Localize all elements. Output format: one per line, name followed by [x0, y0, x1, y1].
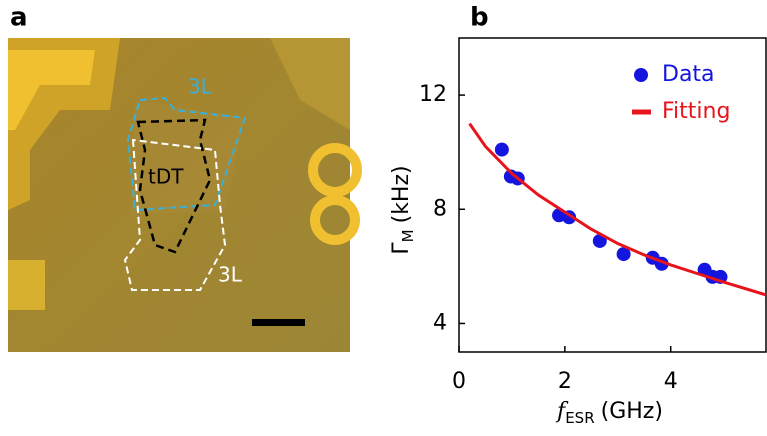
y-label-sub: M — [399, 229, 417, 242]
y-tick-label: 4 — [433, 310, 447, 335]
image-label: 3L — [218, 263, 243, 287]
x-axis-label: fESR (GHz) — [555, 399, 663, 427]
x-tick-label: 4 — [664, 369, 678, 394]
legend-label: Fitting — [662, 99, 730, 124]
fit-line — [468, 122, 767, 297]
x-tick-label: 2 — [558, 369, 572, 394]
axes-frame — [458, 37, 767, 353]
micrograph: 3L tDT 3L — [8, 38, 362, 352]
panel-label: a — [10, 3, 28, 33]
y-label-symbol: Γ — [389, 242, 414, 255]
x-tick-label: 0 — [452, 369, 466, 394]
y-axis-label: ΓM (kHz) — [389, 165, 417, 254]
panel-label: b — [470, 3, 489, 33]
y-label-unit: (kHz) — [389, 165, 414, 223]
data-point — [616, 247, 631, 262]
y-tick-label: 8 — [433, 196, 447, 221]
x-label-sub: ESR — [565, 409, 594, 427]
image-label: 3L — [188, 75, 213, 99]
x-label-unit: (GHz) — [601, 399, 663, 424]
data-point — [592, 233, 607, 248]
legend-label: Data — [662, 62, 715, 87]
y-tick-label: 12 — [419, 82, 447, 107]
image-label: tDT — [148, 165, 184, 189]
data-point — [494, 142, 509, 157]
legend-marker — [634, 68, 648, 82]
